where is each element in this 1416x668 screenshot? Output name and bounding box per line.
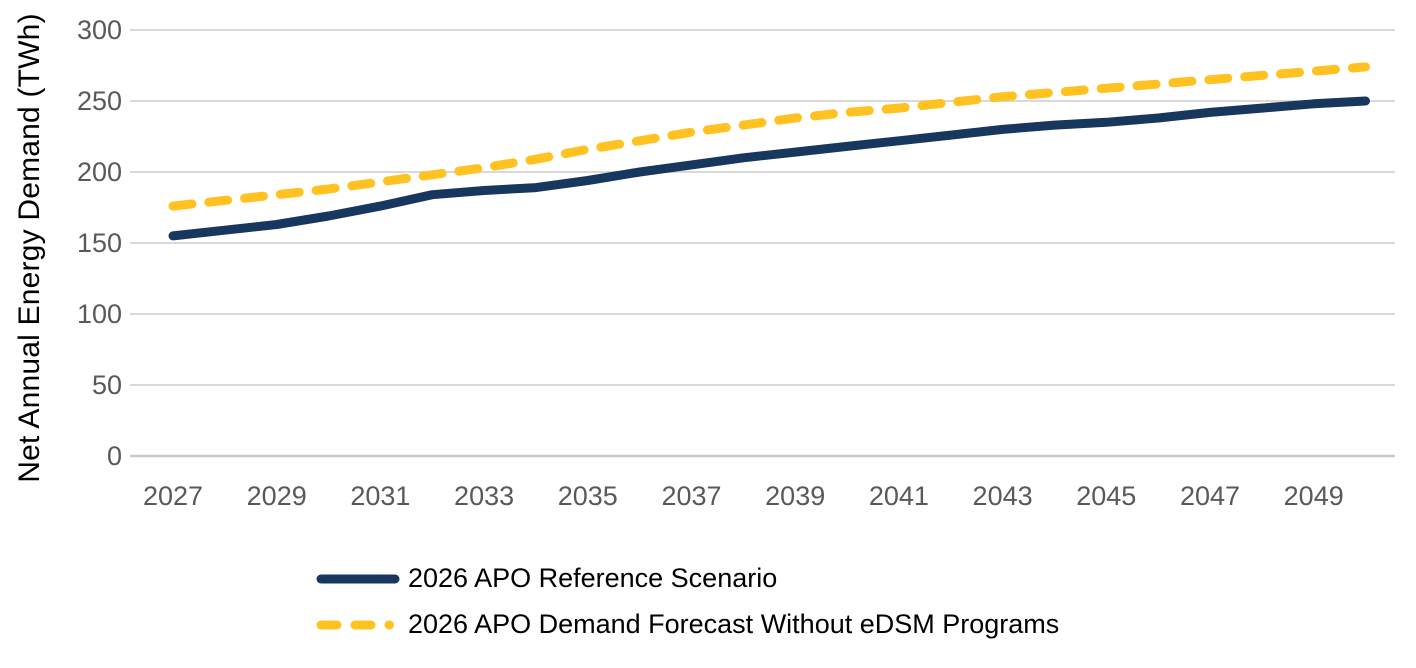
- y-tick-label: 200: [77, 157, 122, 187]
- y-tick-label: 250: [77, 86, 122, 116]
- x-tick-label: 2029: [247, 481, 307, 511]
- x-tick-label: 2035: [558, 481, 618, 511]
- plot-area: 0 50 100 150 200 250 300 2027 2029 2031 2033 2035 20…: [77, 15, 1395, 511]
- x-tick-label: 2047: [1180, 481, 1240, 511]
- legend-label-reference-scenario: 2026 APO Reference Scenario: [408, 563, 778, 593]
- no-edsm-forecast-line: [168, 62, 1370, 211]
- legend-item-no-edsm-forecast: 2026 APO Demand Forecast Without eDSM Pr…: [315, 609, 1059, 640]
- y-tick-label: 100: [77, 299, 122, 329]
- legend-item-reference-scenario: 2026 APO Reference Scenario: [315, 563, 1059, 594]
- x-tick-label: 2049: [1284, 481, 1344, 511]
- y-tick-label: 300: [77, 15, 122, 45]
- x-tick-label: 2039: [765, 481, 825, 511]
- x-tick-label: 2041: [869, 481, 929, 511]
- x-tick-label: 2031: [350, 481, 410, 511]
- x-tick-label: 2045: [1076, 481, 1136, 511]
- legend: 2026 APO Reference Scenario 2026 APO Dem…: [315, 563, 1059, 640]
- legend-swatch-dashed-line-icon: [316, 620, 397, 629]
- y-tick-label: 150: [77, 228, 122, 258]
- x-tick-label: 2037: [661, 481, 721, 511]
- x-tick-label: 2027: [143, 481, 203, 511]
- x-tick-label: 2033: [454, 481, 514, 511]
- reference-scenario-line: [168, 96, 1370, 241]
- y-tick-label: 50: [92, 370, 122, 400]
- legend-swatch-solid-line-icon: [316, 574, 400, 583]
- y-tick-label: 0: [107, 441, 122, 471]
- legend-label-no-edsm-forecast: 2026 APO Demand Forecast Without eDSM Pr…: [408, 609, 1060, 639]
- x-tick-label: 2043: [973, 481, 1033, 511]
